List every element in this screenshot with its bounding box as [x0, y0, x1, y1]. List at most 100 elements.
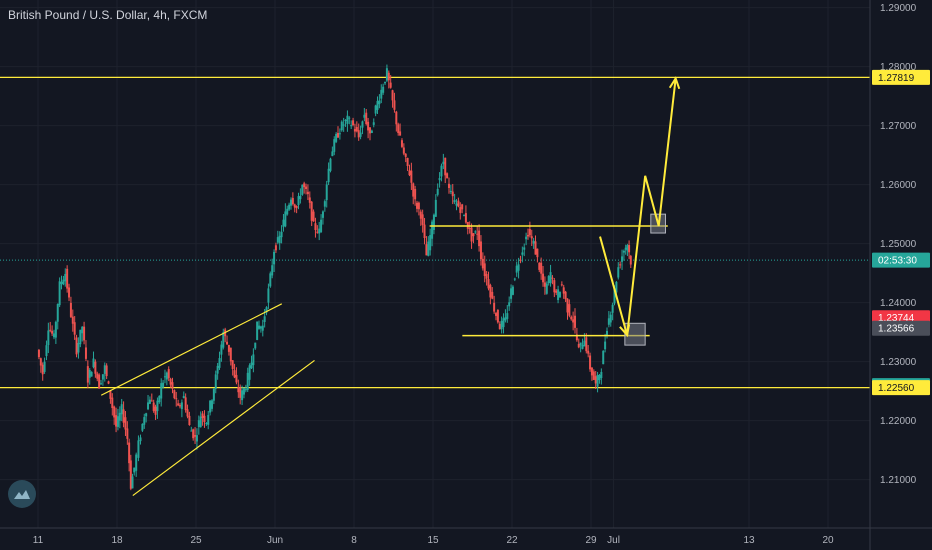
candle	[299, 188, 302, 204]
candle-body	[137, 440, 140, 458]
candle	[186, 404, 189, 419]
candle-body	[246, 372, 249, 390]
candle	[406, 157, 409, 172]
price-tag-label: 1.23566	[878, 324, 915, 335]
candle-body	[525, 236, 528, 240]
candle-body	[363, 114, 366, 118]
candle-body	[368, 127, 371, 134]
candle-body	[562, 287, 565, 294]
candle	[579, 342, 582, 353]
candle-body	[197, 420, 200, 428]
candle	[321, 210, 324, 225]
candle-body	[286, 208, 289, 215]
y-tick-label: 1.25000	[880, 239, 917, 250]
candle-body	[175, 398, 178, 400]
candle-body	[124, 417, 127, 430]
candle-body	[485, 274, 488, 279]
candle-body	[120, 404, 123, 415]
candle	[581, 338, 584, 350]
candle-body	[350, 125, 353, 127]
price-tag: 1.23566	[872, 320, 930, 336]
candle	[570, 315, 573, 321]
candle-body	[118, 412, 121, 421]
candle-body	[229, 347, 232, 362]
candle-body	[227, 344, 230, 352]
candle	[163, 369, 166, 384]
candle-body	[370, 130, 373, 133]
candle-body	[182, 395, 185, 398]
candle-body	[194, 435, 197, 437]
candle	[543, 276, 546, 295]
candle-body	[461, 204, 464, 210]
candle	[258, 320, 261, 330]
candle	[162, 380, 165, 389]
candle-body	[506, 313, 509, 319]
candle-body	[387, 72, 390, 81]
candle	[156, 397, 159, 419]
candle	[308, 191, 311, 209]
candle	[192, 428, 195, 441]
candle	[86, 360, 89, 389]
candle	[54, 320, 57, 344]
candle-body	[476, 233, 479, 235]
candle-body	[412, 183, 415, 197]
candle-body	[220, 344, 223, 355]
candle	[380, 84, 383, 104]
candle-body	[128, 442, 131, 464]
time-axis[interactable]: 11 18 25 Jun 8 15 22 29 Jul 13 20	[33, 535, 834, 546]
candle	[254, 342, 257, 350]
candle-body	[179, 405, 182, 407]
x-tick-label: 18	[111, 535, 123, 546]
candle	[139, 434, 142, 445]
candle	[148, 396, 151, 405]
candle-body	[45, 345, 48, 357]
candle-body	[252, 354, 255, 366]
candle	[592, 369, 595, 381]
projection-arrow-down-head	[619, 324, 631, 338]
candle	[532, 237, 535, 249]
candle	[64, 268, 67, 287]
candle-body	[316, 231, 319, 233]
candle	[267, 283, 270, 309]
candle-body	[84, 347, 87, 359]
candle	[440, 163, 443, 182]
candle	[340, 120, 343, 132]
candle	[216, 362, 219, 380]
candle-body	[145, 413, 148, 417]
candle	[399, 123, 402, 136]
tradingview-logo-icon[interactable]	[8, 480, 36, 508]
candle	[495, 311, 498, 321]
candle-body	[481, 258, 484, 269]
candle	[417, 201, 420, 216]
candle	[557, 285, 560, 304]
candle	[551, 275, 554, 285]
candle-body	[184, 397, 187, 411]
candle	[103, 362, 106, 382]
candle	[382, 83, 385, 95]
candle-body	[329, 158, 332, 171]
candle-body	[577, 344, 580, 348]
candle-body	[66, 268, 69, 289]
candle-body	[553, 280, 556, 293]
candle-body	[180, 402, 183, 410]
candle-body	[431, 221, 434, 239]
price-tag-bg	[872, 320, 930, 336]
candle	[129, 454, 132, 491]
candle-body	[171, 382, 174, 389]
candle	[276, 230, 279, 245]
candle	[301, 184, 304, 196]
candle-body	[147, 402, 150, 410]
projection-path	[599, 78, 677, 336]
candle	[342, 117, 345, 132]
candle	[594, 370, 597, 390]
candle-body	[352, 120, 355, 126]
candle	[209, 399, 212, 416]
candle	[350, 120, 353, 130]
candle	[530, 229, 533, 246]
candle-body	[188, 415, 191, 426]
candle-body	[438, 178, 441, 181]
candle	[607, 311, 610, 328]
candle	[297, 192, 300, 210]
